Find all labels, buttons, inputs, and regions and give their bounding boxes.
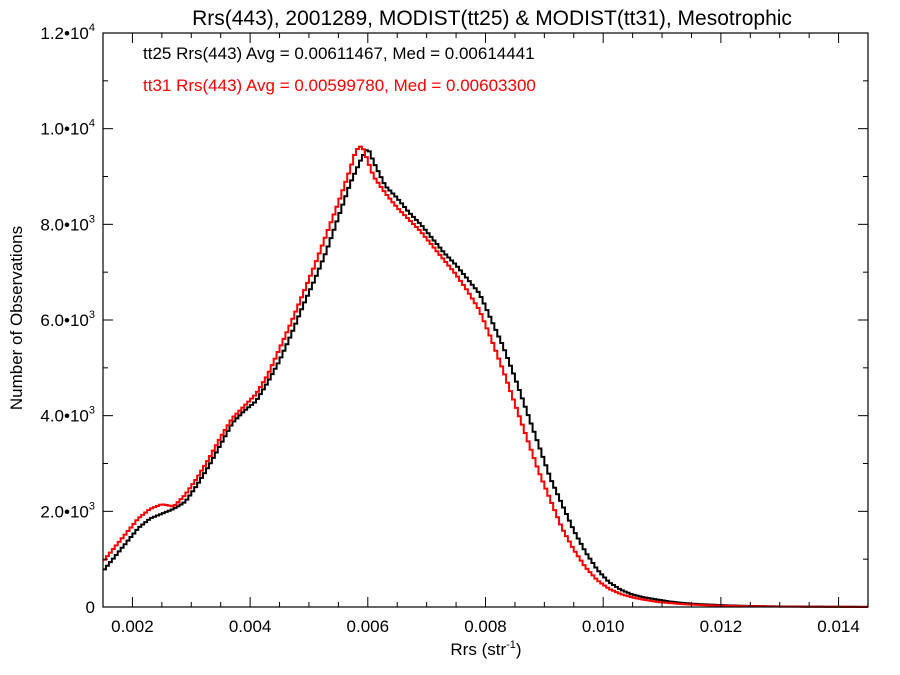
y-tick-label-5: 1.0•104: [40, 118, 95, 139]
ticks-layer: 0.002 0.004 0.006 0.008 0.010 0.012 0.014 0 2.0•…: [40, 22, 869, 636]
y-tick-label-6: 1.2•104: [40, 22, 95, 43]
y-tick-label-2: 4.0•103: [40, 405, 95, 426]
plot-frame: [102, 32, 869, 608]
series-tt31-line: [103, 145, 868, 608]
x-tick-label-2: 0.006: [347, 617, 390, 636]
y-tick-label-1: 2.0•103: [40, 500, 95, 521]
x-tick-label-3: 0.008: [464, 617, 507, 636]
y-axis-label: Number of Observations: [7, 226, 26, 410]
legend-entry-tt25: tt25 Rrs(443) Avg = 0.00611467, Med = 0.…: [143, 44, 535, 63]
y-tick-label-4: 8.0•103: [40, 213, 95, 234]
x-axis-label: Rrs (str-1): [450, 639, 521, 659]
legend-entry-tt31: tt31 Rrs(443) Avg = 0.00599780, Med = 0.…: [143, 76, 536, 95]
x-tick-label-5: 0.012: [700, 617, 743, 636]
x-tick-label-4: 0.010: [582, 617, 625, 636]
y-tick-label-0: 0: [86, 598, 95, 617]
series-layer: [103, 145, 868, 608]
x-tick-label-6: 0.014: [817, 617, 860, 636]
series-tt25-line: [103, 149, 868, 608]
chart-title: Rrs(443), 2001289, MODIST(tt25) & MODIST…: [192, 7, 792, 30]
y-tick-label-3: 6.0•103: [40, 309, 95, 330]
x-tick-label-1: 0.004: [229, 617, 272, 636]
x-tick-label-0: 0.002: [111, 617, 154, 636]
